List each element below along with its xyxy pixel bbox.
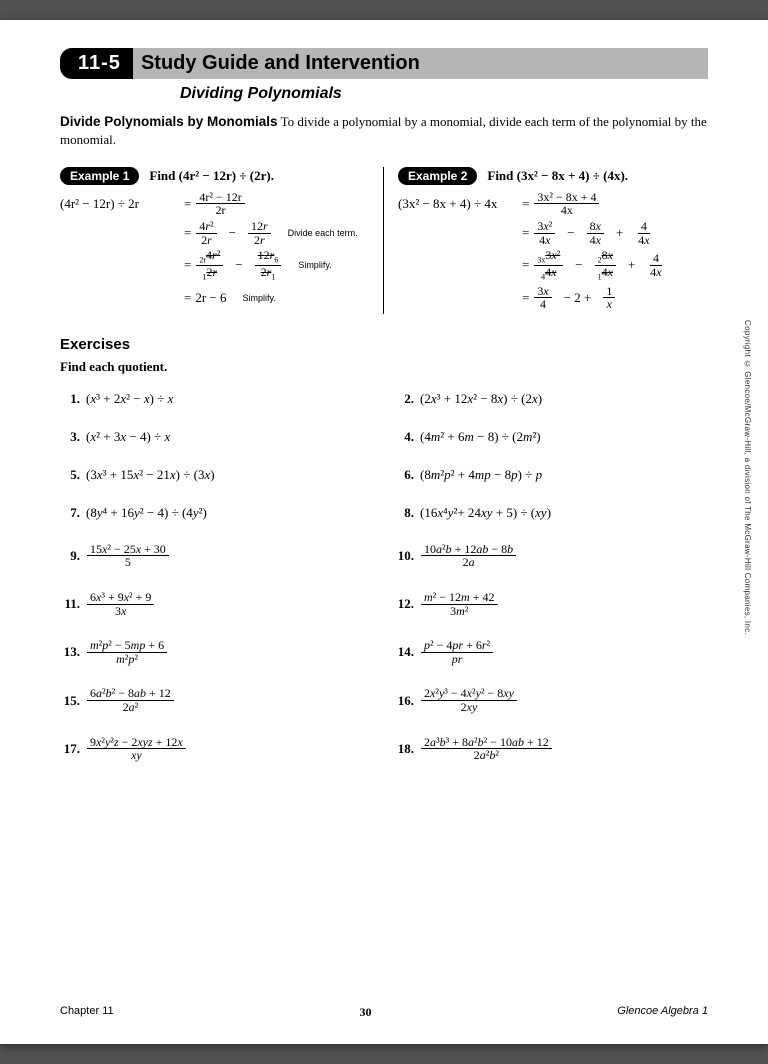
exercise-item: 9. 15x² − 25x + 305: [60, 543, 374, 569]
page-title: Study Guide and Intervention: [133, 48, 708, 79]
exercise-item: 1. (x³ + 2x² − x) ÷ x: [60, 391, 374, 407]
exercise-item: 4. (4m² + 6m − 8) ÷ (2m²): [394, 429, 708, 445]
exercise-item: 11. 6x³ + 9x² + 93x: [60, 591, 374, 617]
exercise-expr: (4m² + 6m − 8) ÷ (2m²): [420, 429, 541, 445]
exercise-number: 5.: [60, 467, 80, 483]
fraction: 15x² − 25x + 305: [87, 543, 169, 569]
fraction: m²p² − 5mp + 6m²p²: [87, 639, 167, 665]
exercise-item: 13. m²p² − 5mp + 6m²p²: [60, 639, 374, 665]
footer: Chapter 11 30 Glencoe Algebra 1: [60, 1005, 708, 1020]
fraction: 2a³b³ + 8a²b² − 10ab + 122a²b²: [421, 736, 552, 762]
exercise-item: 17. 9x²y²z − 2xyz + 12xxy: [60, 736, 374, 762]
exercise-expr: (x³ + 2x² − x) ÷ x: [86, 391, 173, 407]
exercise-number: 3.: [60, 429, 80, 445]
exercise-number: 18.: [394, 741, 414, 757]
exercise-number: 16.: [394, 693, 414, 709]
exercise-item: 3. (x² + 3x − 4) ÷ x: [60, 429, 374, 445]
exercise-number: 2.: [394, 391, 414, 407]
exercise-item: 12. m² − 12m + 423m²: [394, 591, 708, 617]
fraction: 2x²y³ − 4x²y² − 8xy2xy: [421, 687, 517, 713]
exercise-item: 6. (8m²p² + 4mp − 8p) ÷ p: [394, 467, 708, 483]
exercise-number: 10.: [394, 548, 414, 564]
exercise-number: 7.: [60, 505, 80, 521]
exercise-number: 17.: [60, 741, 80, 757]
work-lhs: (4r² − 12r) ÷ 2r: [60, 196, 180, 212]
exercise-item: 18. 2a³b³ + 8a²b² − 10ab + 122a²b²: [394, 736, 708, 762]
exercise-item: 16. 2x²y³ − 4x²y² − 8xy2xy: [394, 687, 708, 713]
footer-publisher: Glencoe Algebra 1: [617, 1005, 708, 1020]
footer-page: 30: [359, 1005, 371, 1020]
intro-bold: Divide Polynomials by Monomials: [60, 114, 278, 129]
exercise-expr: (8y⁴ + 16y² − 4) ÷ (4y²): [86, 505, 207, 521]
copyright-text: Copyright © Glencoe/McGraw-Hill, a divis…: [743, 320, 752, 635]
example-prompt: Find (4r² − 12r) ÷ (2r).: [149, 168, 274, 184]
fraction: 6a²b² − 8ab + 122a²: [87, 687, 174, 713]
exercise-expr: (x² + 3x − 4) ÷ x: [86, 429, 170, 445]
worksheet-page: 11-5 Study Guide and Intervention Dividi…: [0, 20, 768, 1044]
exercise-number: 15.: [60, 693, 80, 709]
exercise-number: 1.: [60, 391, 80, 407]
exercise-expr: (2x³ + 12x² − 8x) ÷ (2x): [420, 391, 542, 407]
examples-row: Example 1 Find (4r² − 12r) ÷ (2r). (4r² …: [60, 167, 708, 314]
example-tab: Example 1: [60, 167, 139, 185]
exercise-item: 7. (8y⁴ + 16y² − 4) ÷ (4y²): [60, 505, 374, 521]
exercises-instruction: Find each quotient.: [60, 359, 708, 375]
exercise-number: 6.: [394, 467, 414, 483]
exercise-item: 10. 10a²b + 12ab − 8b2a: [394, 543, 708, 569]
example-2: Example 2 Find (3x² − 8x + 4) ÷ (4x). (3…: [384, 167, 708, 314]
intro-text: Divide Polynomials by Monomials To divid…: [60, 113, 708, 149]
fraction: 6x³ + 9x² + 93x: [87, 591, 154, 617]
exercise-expr: (3x³ + 15x² − 21x) ÷ (3x): [86, 467, 215, 483]
work-lhs: (3x² − 8x + 4) ÷ 4x: [398, 196, 518, 212]
exercise-number: 14.: [394, 644, 414, 660]
fraction: p² − 4pr + 6r²pr: [421, 639, 493, 665]
exercise-expr: (8m²p² + 4mp − 8p) ÷ p: [420, 467, 542, 483]
exercise-expr: (16x⁴y²+ 24xy + 5) ÷ (xy): [420, 505, 551, 521]
subtitle: Dividing Polynomials: [180, 85, 708, 103]
fraction: m² − 12m + 423m²: [421, 591, 498, 617]
exercise-number: 8.: [394, 505, 414, 521]
exercise-item: 8. (16x⁴y²+ 24xy + 5) ÷ (xy): [394, 505, 708, 521]
lesson-number: 11-5: [60, 48, 133, 79]
fraction: 10a²b + 12ab − 8b2a: [421, 543, 516, 569]
exercise-item: 14. p² − 4pr + 6r²pr: [394, 639, 708, 665]
exercises-grid: 1. (x³ + 2x² − x) ÷ x 2. (2x³ + 12x² − 8x) …: [60, 391, 708, 762]
exercise-number: 11.: [60, 596, 80, 612]
example-tab: Example 2: [398, 167, 477, 185]
exercise-number: 13.: [60, 644, 80, 660]
header: 11-5 Study Guide and Intervention: [60, 48, 708, 79]
exercise-item: 15. 6a²b² − 8ab + 122a²: [60, 687, 374, 713]
exercise-number: 9.: [60, 548, 80, 564]
exercise-number: 4.: [394, 429, 414, 445]
exercise-item: 5. (3x³ + 15x² − 21x) ÷ (3x): [60, 467, 374, 483]
fraction: 9x²y²z − 2xyz + 12xxy: [87, 736, 186, 762]
fraction: 4r² − 12r2r: [196, 191, 244, 217]
example-1: Example 1 Find (4r² − 12r) ÷ (2r). (4r² …: [60, 167, 384, 314]
exercise-number: 12.: [394, 596, 414, 612]
exercises-heading: Exercises: [60, 336, 708, 353]
example-prompt: Find (3x² − 8x + 4) ÷ (4x).: [487, 168, 628, 184]
exercise-item: 2. (2x³ + 12x² − 8x) ÷ (2x): [394, 391, 708, 407]
footer-chapter: Chapter 11: [60, 1005, 114, 1020]
